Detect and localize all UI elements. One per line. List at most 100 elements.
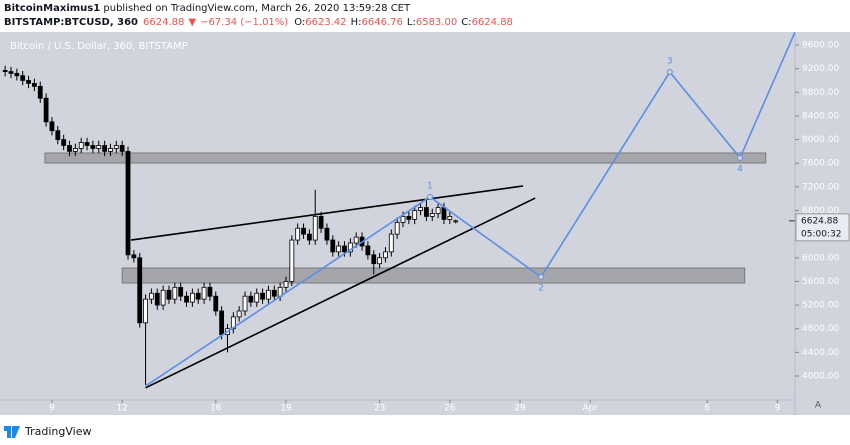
wave-path xyxy=(145,32,795,387)
y-tick-label: 4000.00 xyxy=(802,372,839,382)
x-tick-label: 19 xyxy=(280,404,292,414)
x-tick-label: 9 xyxy=(775,404,781,414)
trendline xyxy=(145,197,536,389)
candle-body xyxy=(342,245,347,253)
arrow: ▼ xyxy=(188,17,196,28)
candle-body xyxy=(189,292,195,303)
wave-label: 4 xyxy=(737,164,743,174)
y-tick-label: 7600.00 xyxy=(802,159,839,169)
candle-body xyxy=(324,227,330,241)
candle-body xyxy=(78,142,84,149)
candle-body xyxy=(84,142,90,146)
candle-body xyxy=(102,145,108,152)
ohlc-key: L: xyxy=(407,17,416,28)
y-tick-label: 7200.00 xyxy=(802,182,839,192)
change: −67.34 (−1.01%) xyxy=(200,17,288,28)
candle-body xyxy=(236,310,242,318)
candle-body xyxy=(336,245,342,253)
candle-body xyxy=(43,97,49,123)
candle-body xyxy=(248,295,254,303)
wave-point xyxy=(538,273,545,280)
candle-body xyxy=(283,281,289,288)
y-tick-label: 4400.00 xyxy=(802,348,839,358)
x-tick-label: 16 xyxy=(210,404,222,414)
candle-body xyxy=(184,295,189,303)
candle-body xyxy=(131,254,137,259)
ohlc: O:6623.42 H:6646.76 L:6583.00 C:6624.88 xyxy=(294,17,513,28)
candle-body xyxy=(207,286,213,297)
candle-body xyxy=(49,121,55,132)
candle-body xyxy=(137,257,143,324)
brand: TradingView xyxy=(24,425,91,438)
candle-body xyxy=(394,221,400,235)
candle-body xyxy=(96,145,102,149)
candle-body xyxy=(154,292,160,306)
candle-body xyxy=(371,254,377,265)
scale-button-bg[interactable] xyxy=(811,397,825,411)
scale-button[interactable]: A xyxy=(815,401,822,411)
overlay: 4000.00 4400.00 4800.00 5200.00 5600.00 6000.… xyxy=(49,41,850,414)
y-tick-label: 6000.00 xyxy=(802,253,839,263)
candle-body xyxy=(260,292,265,300)
candle-body xyxy=(72,148,78,152)
logo xyxy=(4,426,20,438)
candle-body xyxy=(90,145,96,149)
header-line: BitcoinMaximus1 published on TradingView… xyxy=(4,3,411,14)
y-tick-label: 5600.00 xyxy=(802,277,839,287)
candle-body xyxy=(195,292,201,300)
candle-body xyxy=(2,70,8,73)
wave-point xyxy=(737,154,744,161)
candle-body xyxy=(143,298,148,324)
x-tick-label: 23 xyxy=(374,404,385,414)
ohlc-value: 6623.42 xyxy=(305,17,346,28)
ohlc-value: 6583.00 xyxy=(416,17,457,28)
candle-body xyxy=(108,148,113,152)
candle-body xyxy=(353,236,359,244)
candle-body xyxy=(160,289,166,306)
x-tick-label: 26 xyxy=(444,404,456,414)
candle-body xyxy=(219,310,225,336)
trendline xyxy=(130,185,524,241)
y-tick-label: 8400.00 xyxy=(802,111,839,121)
zone xyxy=(44,152,767,164)
header-bg xyxy=(0,0,850,32)
y-tick-label: 9200.00 xyxy=(802,64,839,74)
candle-body xyxy=(149,292,154,300)
candle-body xyxy=(166,289,172,300)
chart-title: Bitcoin / U.S. Dollar, 360, BITSTAMP xyxy=(10,41,188,52)
candle-body xyxy=(67,145,72,152)
ohlc-key: H: xyxy=(351,17,362,28)
x-tick-label: 29 xyxy=(514,404,526,414)
candle-body xyxy=(429,213,435,217)
last-price-label: 6624.88 xyxy=(801,216,838,226)
candle-body xyxy=(412,210,418,220)
y-tick-label: 6800.00 xyxy=(802,206,839,216)
candle-body xyxy=(14,72,20,77)
candle-body xyxy=(119,145,125,152)
candle-body xyxy=(347,242,353,253)
candle-body xyxy=(289,239,295,282)
y-tick-label: 4800.00 xyxy=(802,324,839,334)
candle-body xyxy=(377,257,382,265)
candle-body xyxy=(365,245,371,256)
symbol: BITSTAMP:BTCUSD, 360 xyxy=(4,17,138,28)
candle-body xyxy=(254,292,260,303)
candle-body xyxy=(55,130,61,140)
ohlc-value: 6624.88 xyxy=(472,17,513,28)
zone xyxy=(121,267,746,284)
wave-label: 3 xyxy=(667,57,673,67)
candle-body xyxy=(301,227,306,235)
candle-body xyxy=(400,216,406,223)
wave-point xyxy=(426,193,433,200)
x-tick-label: 9 xyxy=(49,404,55,414)
candle-body xyxy=(418,207,423,211)
candle-body xyxy=(242,295,248,312)
last-price-bg xyxy=(795,213,850,242)
quote-line: BITSTAMP:BTCUSD, 360 6624.88 ▼ −67.34 (−1.0… xyxy=(4,17,513,28)
x-tick-label: 6 xyxy=(704,404,710,414)
countdown: 05:00:32 xyxy=(801,229,841,239)
ohlc-key: O: xyxy=(294,17,305,28)
x-tick-label: Apr xyxy=(582,404,598,414)
candle-body xyxy=(266,289,271,300)
